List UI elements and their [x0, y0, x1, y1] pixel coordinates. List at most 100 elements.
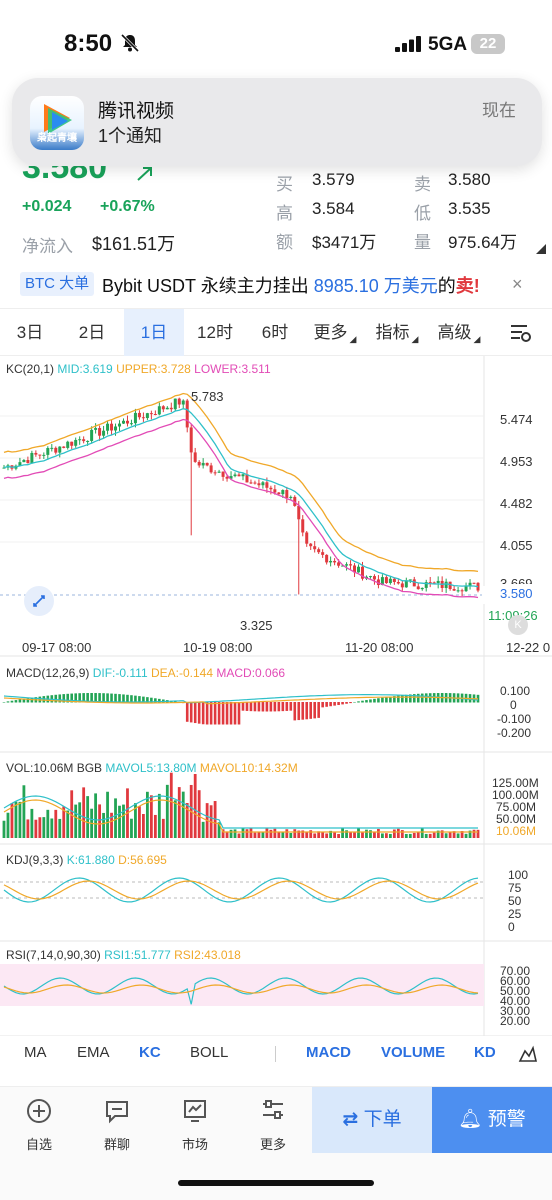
- volume-bar: [14, 801, 18, 838]
- kdj-label: KDJ(9,3,3): [6, 853, 64, 867]
- tab-advanced-label: 高级: [437, 323, 472, 342]
- macd-bar: [269, 702, 273, 712]
- macd-bar: [102, 693, 105, 703]
- macd-bar: [373, 698, 376, 703]
- tab-kc[interactable]: KC: [139, 1044, 161, 1061]
- volume-bar: [78, 802, 82, 838]
- tab-volume[interactable]: VOLUME: [381, 1044, 446, 1061]
- kdj-d-line: [3, 880, 479, 900]
- macd-bar: [385, 697, 388, 703]
- candle-body: [70, 441, 74, 446]
- y-tick: 3.669: [500, 576, 533, 584]
- big-order-ticker[interactable]: BTC 大单 Bybit USDT 永续主力挂出 8985.10 万美元的卖! …: [0, 266, 552, 302]
- nav-label: 更多: [259, 1137, 286, 1152]
- volume-bar: [58, 818, 62, 838]
- volume-bar: [321, 831, 325, 838]
- draw-tool-icon[interactable]: [518, 1044, 538, 1064]
- nav-chat[interactable]: 群聊: [82, 1097, 152, 1153]
- volume-bar: [265, 828, 269, 838]
- fullscreen-icon[interactable]: [24, 586, 54, 616]
- volume-bar: [313, 833, 317, 838]
- candle-body: [245, 474, 249, 483]
- candle-body: [357, 566, 361, 573]
- candle-body: [468, 582, 472, 586]
- volume-bar: [217, 822, 221, 838]
- volume-bar: [134, 803, 137, 838]
- macd-bar: [317, 702, 320, 718]
- candle-body: [54, 447, 58, 453]
- volume-bar: [153, 814, 157, 838]
- volume-bar: [468, 830, 472, 838]
- expand-corner-icon[interactable]: [536, 244, 546, 254]
- nav-market[interactable]: 市场: [160, 1097, 230, 1153]
- kline-chart-svg[interactable]: [0, 356, 552, 1037]
- volume-bar: [432, 832, 436, 838]
- candle-body: [149, 413, 153, 415]
- tab-12h[interactable]: 12时: [197, 323, 233, 342]
- stat-label-bid: 买: [276, 175, 293, 194]
- rsi-1: RSI1:51.777: [104, 948, 171, 962]
- tab-1d[interactable]: 1日: [124, 309, 184, 356]
- tab-2d[interactable]: 2日: [78, 323, 106, 342]
- candle-body: [380, 577, 384, 586]
- nav-more[interactable]: 更多: [238, 1097, 308, 1153]
- stat-value-ask: 3.580: [448, 170, 491, 189]
- macd-bar: [90, 693, 93, 703]
- volume-bar: [54, 809, 58, 838]
- tab-3d[interactable]: 3日: [16, 323, 44, 342]
- kline-chart[interactable]: KC(20,1) MID:3.619 UPPER:3.728 LOWER:3.5…: [0, 356, 552, 1037]
- candle-body: [90, 429, 94, 441]
- tab-boll[interactable]: BOLL: [190, 1044, 229, 1061]
- nav-watchlist[interactable]: 自选: [4, 1097, 74, 1153]
- macd-bar: [345, 702, 348, 704]
- tab-6h[interactable]: 6时: [261, 323, 289, 342]
- close-icon[interactable]: ×: [512, 274, 523, 294]
- candle-body: [213, 472, 217, 474]
- macd-dif: DIF:-0.111: [92, 666, 148, 680]
- candle-body: [428, 582, 432, 584]
- macd-bar: [408, 694, 412, 703]
- macd-bar: [349, 702, 352, 704]
- tab-macd[interactable]: MACD: [306, 1044, 351, 1061]
- volume-bar: [404, 833, 408, 838]
- tab-advanced-dropdown[interactable]: 高级 ◢: [430, 309, 488, 356]
- candle-body: [177, 398, 181, 405]
- ticker-amount: 8985.10: [313, 276, 379, 296]
- candle-body: [94, 428, 98, 430]
- macd-bar: [94, 693, 97, 703]
- more-sliders-icon: [263, 1100, 283, 1119]
- volume-bar: [293, 829, 297, 838]
- volume-bar: [472, 829, 476, 838]
- order-button[interactable]: ⇄ 下单: [312, 1087, 432, 1153]
- macd-bar: [221, 702, 225, 725]
- candle-body: [456, 590, 460, 592]
- vol-tick: 50.00M: [496, 812, 537, 826]
- volume-bar: [130, 818, 133, 838]
- tab-kd[interactable]: KD: [474, 1044, 496, 1061]
- notification-banner[interactable]: 枭起青壤 腾讯视频 1个通知 现在: [12, 78, 542, 166]
- macd-bar: [18, 699, 22, 703]
- candle-body: [217, 471, 221, 473]
- vol-ma5: MAVOL5:13.80M: [105, 761, 197, 775]
- volume-bar: [165, 784, 169, 838]
- tab-ma[interactable]: MA: [24, 1044, 47, 1061]
- macd-bar: [393, 696, 396, 703]
- chart-settings-icon[interactable]: [508, 321, 532, 345]
- candle-body: [18, 462, 22, 466]
- volume-bar: [452, 831, 456, 838]
- tab-ema[interactable]: EMA: [77, 1044, 110, 1061]
- bell-off-icon: [120, 33, 140, 53]
- quote-panel: 3.580 +0.024 +0.67% 净流入 $161.51万 买 3.579…: [0, 166, 552, 262]
- macd-bar: [193, 702, 197, 724]
- tab-more-dropdown[interactable]: 更多 ◢: [306, 309, 364, 356]
- scroll-latest-icon[interactable]: K: [508, 615, 528, 635]
- candle-body: [241, 474, 245, 477]
- candle-body: [66, 441, 70, 448]
- volume-bar: [341, 828, 344, 838]
- volume-bar: [185, 802, 189, 838]
- volume-bar: [381, 833, 384, 838]
- tab-indicators-dropdown[interactable]: 指标 ◢: [368, 309, 426, 356]
- alert-button[interactable]: 🔔︎ 预警: [432, 1087, 552, 1153]
- candle-body: [110, 423, 114, 431]
- candle-body: [34, 452, 38, 455]
